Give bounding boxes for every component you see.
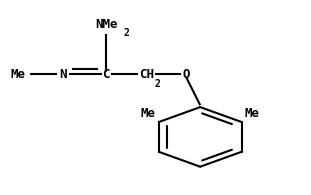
- Text: 2: 2: [123, 28, 129, 38]
- Text: N: N: [59, 68, 67, 81]
- Text: CH: CH: [139, 68, 154, 81]
- Text: C: C: [102, 68, 110, 81]
- Text: Me: Me: [245, 107, 260, 120]
- Text: 2: 2: [155, 79, 161, 89]
- Text: NMe: NMe: [95, 18, 118, 31]
- Text: Me: Me: [11, 68, 26, 81]
- Text: O: O: [183, 68, 190, 81]
- Text: Me: Me: [141, 107, 156, 120]
